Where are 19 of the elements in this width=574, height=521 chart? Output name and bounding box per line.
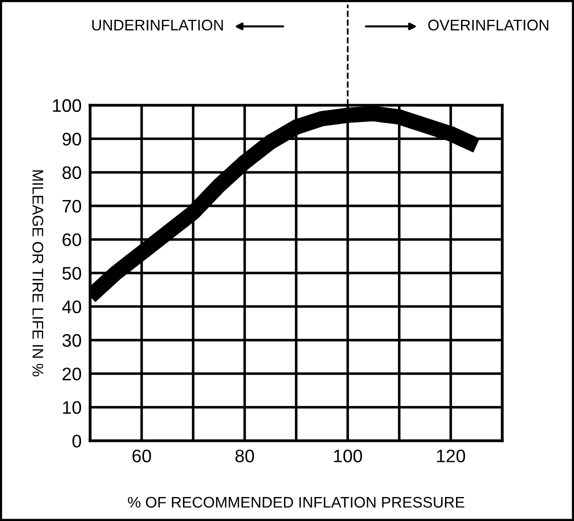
text: UNDERINFLATION <box>92 20 223 30</box>
y-tick-label: 60 <box>62 233 82 246</box>
y-tick-label: 80 <box>62 166 82 180</box>
y-tick-label: 40 <box>62 300 82 314</box>
y-tick-label: 50 <box>62 266 82 280</box>
y-tick-label: 0 <box>72 434 82 448</box>
y-tick-label: 30 <box>62 334 82 347</box>
y-tick-label: 10 <box>63 401 82 414</box>
y-tick-label: 100 <box>53 99 82 112</box>
x-tick-label: 60 <box>132 450 151 462</box>
x-tick-label: 120 <box>437 450 466 462</box>
x-tick-label: 100 <box>334 450 362 462</box>
y-tick-label: 70 <box>62 200 82 213</box>
x-axis-title: % OF RECOMMENDED INFLATION PRESSURE <box>128 496 464 508</box>
y-tick-label: 90 <box>62 132 82 146</box>
text: OVERINFLATION <box>428 20 548 30</box>
y-tick-label: 20 <box>62 368 82 380</box>
x-tick-label: 80 <box>235 450 254 462</box>
y-axis-title: MILEAGE OR TIRE LIFE IN % <box>32 170 44 376</box>
